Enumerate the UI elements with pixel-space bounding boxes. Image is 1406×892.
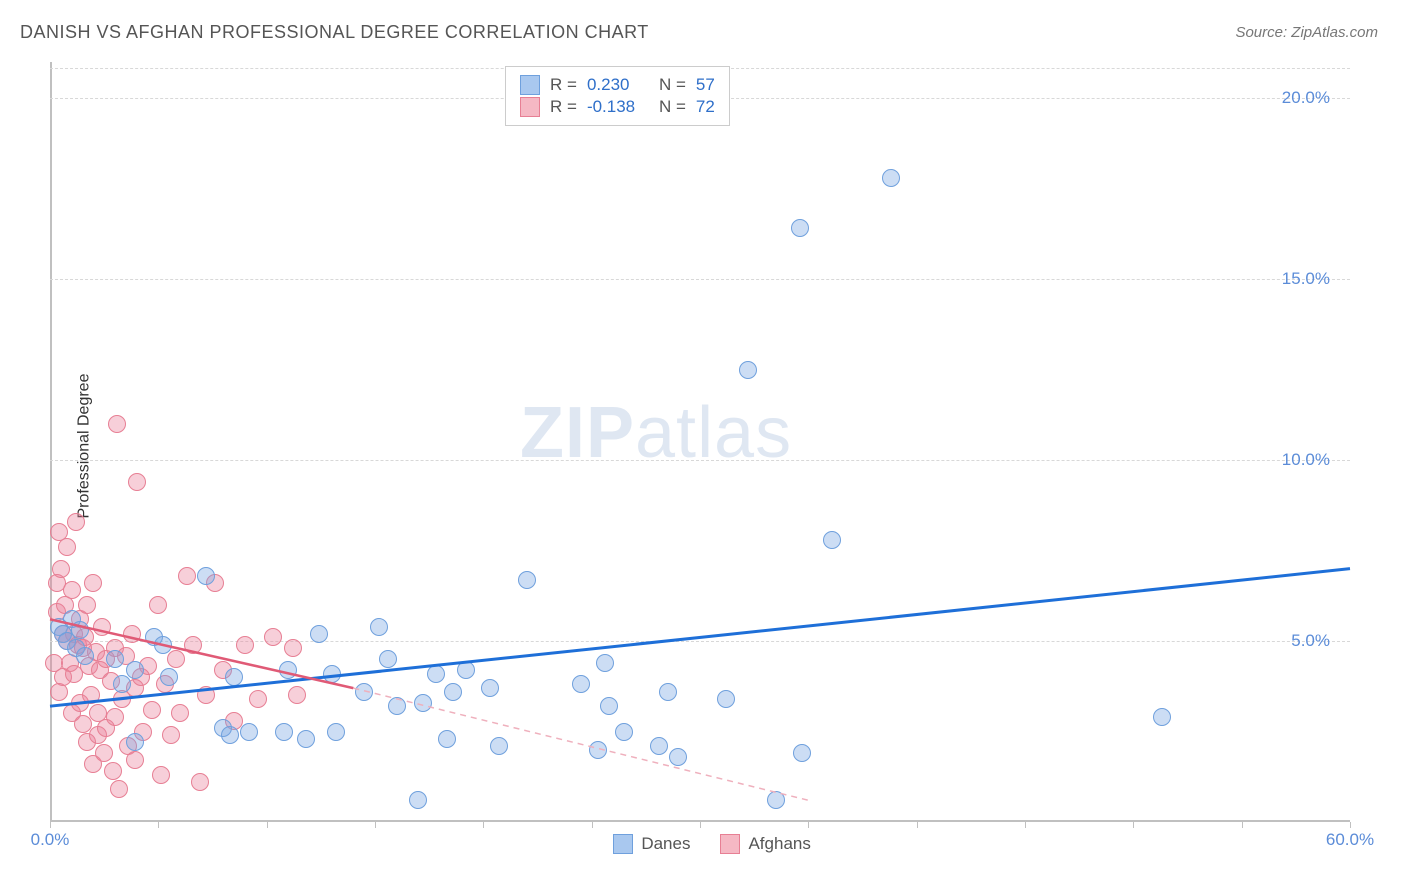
x-tick bbox=[1242, 822, 1243, 828]
x-tick bbox=[1025, 822, 1026, 828]
legend-item: Danes bbox=[613, 834, 690, 854]
x-tick bbox=[50, 822, 51, 828]
legend-swatch bbox=[520, 97, 540, 117]
correlation-legend: R = 0.230 N = 57R = -0.138 N = 72 bbox=[505, 66, 730, 126]
legend-r-value: 0.230 bbox=[587, 75, 649, 95]
plot-area: ZIPatlas 5.0%10.0%15.0%20.0%0.0%60.0%R =… bbox=[50, 62, 1350, 822]
legend-swatch bbox=[520, 75, 540, 95]
legend-n-value: 72 bbox=[696, 97, 715, 117]
series-legend: Danes Afghans bbox=[613, 834, 811, 854]
x-tick bbox=[1133, 822, 1134, 828]
legend-r-value: -0.138 bbox=[587, 97, 649, 117]
legend-row: R = -0.138 N = 72 bbox=[520, 97, 715, 117]
x-tick bbox=[917, 822, 918, 828]
x-tick bbox=[158, 822, 159, 828]
legend-n-label: N = bbox=[659, 75, 686, 95]
chart-title: DANISH VS AFGHAN PROFESSIONAL DEGREE COR… bbox=[20, 22, 649, 43]
legend-r-label: R = bbox=[550, 75, 577, 95]
x-tick bbox=[1350, 822, 1351, 828]
legend-r-label: R = bbox=[550, 97, 577, 117]
x-tick bbox=[592, 822, 593, 828]
legend-swatch bbox=[720, 834, 740, 854]
source-attribution: Source: ZipAtlas.com bbox=[1235, 24, 1378, 41]
legend-swatch bbox=[613, 834, 633, 854]
x-tick bbox=[483, 822, 484, 828]
x-tick bbox=[700, 822, 701, 828]
legend-n-label: N = bbox=[659, 97, 686, 117]
legend-label: Afghans bbox=[748, 834, 810, 854]
x-tick-label: 60.0% bbox=[1326, 830, 1374, 850]
legend-row: R = 0.230 N = 57 bbox=[520, 75, 715, 95]
x-tick-label: 0.0% bbox=[31, 830, 70, 850]
legend-n-value: 57 bbox=[696, 75, 715, 95]
x-tick bbox=[375, 822, 376, 828]
x-tick bbox=[267, 822, 268, 828]
legend-label: Danes bbox=[641, 834, 690, 854]
legend-item: Afghans bbox=[720, 834, 810, 854]
trend-lines bbox=[50, 62, 1350, 822]
x-tick bbox=[808, 822, 809, 828]
